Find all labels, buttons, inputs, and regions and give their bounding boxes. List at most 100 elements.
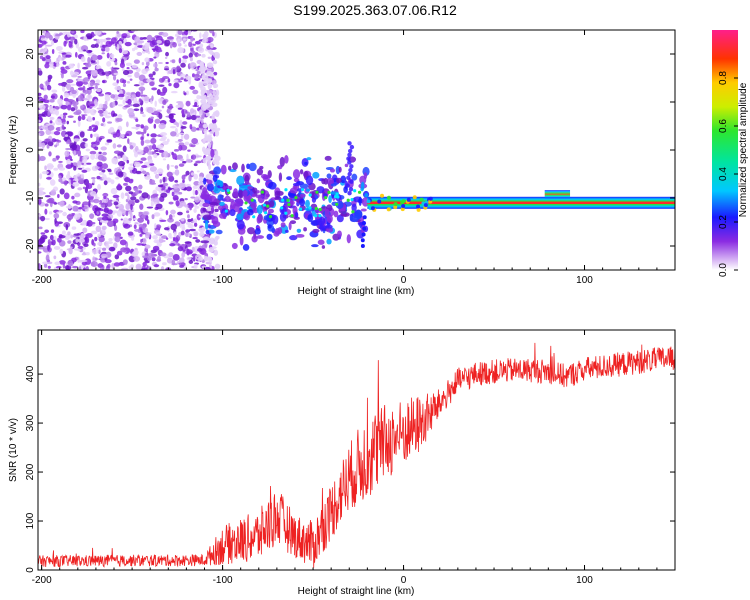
spectrogram-speckle [80,173,85,179]
spectrogram-speckle [125,210,129,217]
spectrogram-speckle [124,41,132,47]
spectrogram-speckle [128,209,132,215]
spectrogram-speckle [151,144,157,150]
spectrogram-blob [305,188,311,192]
spectrogram-blob [329,168,336,173]
spectrogram-speckle [162,32,169,37]
spectrogram-speckle [196,71,201,74]
spectrogram-blob [306,157,312,161]
spectrogram-speckle [41,43,44,47]
colorbar-axes: 0.0 0.2 0.4 0.6 0.8 [718,71,738,277]
spectrogram-speckle [190,144,196,148]
spectrogram-core [335,202,339,206]
spectrogram-speckle [116,210,123,217]
spectrogram-speckle [197,47,205,53]
spectrogram-blob [202,202,210,208]
spectrogram-speckle [64,150,70,157]
spectrogram-speckle [147,219,150,225]
spectrogram-speckle [139,233,143,237]
spectrogram-speckle [68,63,75,69]
spectrogram-speckle [210,44,214,49]
spectrogram-speckle [156,242,162,247]
spectrogram-speckle [101,225,107,231]
spectrogram-speckle [121,134,125,139]
spectrogram-blob [254,228,261,235]
spectrogram-speckle [41,35,46,39]
spectrogram-speckle [92,143,97,148]
spectrogram-speckle [70,107,76,112]
spectrogram-speckle [80,259,88,263]
spectrogram-speckle [186,210,190,214]
spectrogram-speckle [162,99,167,106]
spectrogram-speckle [65,147,72,151]
spectrogram-speckle [182,160,187,164]
spectrogram-blob [242,190,248,197]
spectrogram-speckle [177,191,183,195]
spectrogram-speckle [85,183,93,190]
spectrogram-speckle [177,211,183,216]
spectrogram-speckle [212,89,217,97]
spectrogram-blob [284,155,289,164]
spectrogram-speckle [194,101,198,107]
spectrogram-blob [295,233,305,238]
spectrogram-speckle [186,117,192,120]
spectrogram-speckle [142,114,146,118]
spectrogram-speckle [185,75,192,81]
spectrogram-speckle [212,83,219,89]
spectrogram-speckle [184,204,189,208]
spectrogram-speckle [55,265,62,269]
spectrogram-speckle [193,263,198,269]
spectrogram-speckle [141,225,146,230]
spectrogram-speckle [39,155,46,162]
spectrogram-core [264,211,268,215]
spectrogram-speckle [177,107,183,110]
spectrogram-speckle [66,158,71,166]
snr-xtick-label: 0 [401,575,407,586]
spectrogram-speckle [44,126,48,130]
spectrogram-speckle [105,243,110,249]
spectrogram-speckle [166,138,170,143]
spectrogram-speckle [199,32,202,39]
spectrogram-speckle [122,69,130,76]
spectrogram-speckle [89,150,97,155]
spectrogram-speckle [87,56,91,64]
spectrogram-blob [201,194,210,199]
spectrogram-core [336,195,340,199]
spectrogram-speckle [44,195,51,198]
spectrogram-streak [347,152,352,157]
spectrogram-speckle [206,90,214,94]
spectrogram-speckle [168,201,174,205]
spectrogram-speckle [171,189,175,193]
snr-xtick-label: -200 [32,575,52,586]
spectrogram-speckle [131,251,139,257]
spectrogram-speckle [91,248,99,255]
spectrogram-speckle [202,157,207,164]
spectrogram-speckle [158,122,166,130]
spectrogram-speckle [178,132,185,135]
spectrogram-speckle [147,150,153,155]
spectrogram-core [244,201,248,205]
colorbar-tick-label: 0.8 [718,71,729,85]
spectrogram-speckle [106,60,112,67]
spectrogram-blob [234,198,244,207]
spectrogram-speckle [177,47,185,54]
spectrogram-speckle [122,217,129,224]
spectrogram-core [324,196,328,200]
spectrogram-speckle [77,187,83,191]
spectrogram-speckle [53,255,57,260]
spectrogram-speckle [66,79,74,84]
spectrogram-blob [311,197,317,203]
spectrogram-speckle [93,242,96,247]
spectrogram-speckle [49,179,56,186]
spectrogram-speckle [155,240,159,244]
spectrogram-blob [224,195,231,203]
spectrogram-speckle [175,104,181,108]
spectrogram-speckle [104,142,110,146]
spectrogram-speckle [114,61,118,66]
spectrogram-speckle [159,132,168,137]
spectrogram-speckle [215,54,220,59]
spectrogram-blob [293,177,300,183]
spectrogram-speckle [119,239,127,246]
spectrogram-blob [239,235,244,246]
spectrogram-blob [218,213,226,219]
